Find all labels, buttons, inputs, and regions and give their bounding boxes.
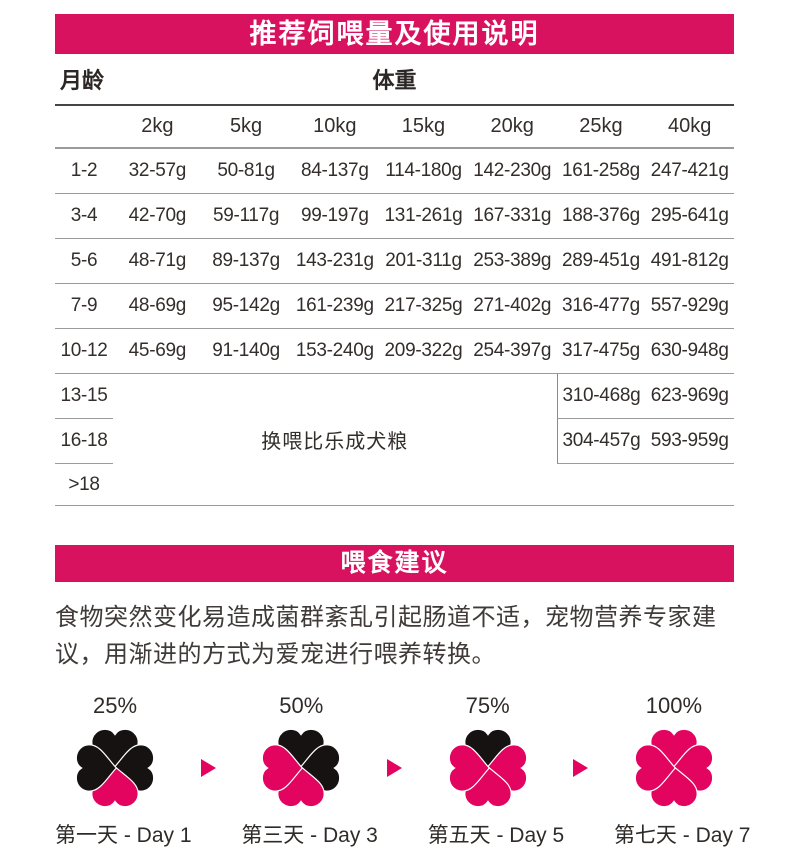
- value-cell: 209-322g: [379, 329, 468, 374]
- heart-leaf-left: [634, 744, 677, 792]
- value-cell: 253-389g: [467, 239, 557, 284]
- value-cell: 153-240g: [290, 329, 380, 374]
- age-cell: 3-4: [55, 194, 113, 239]
- advice-section-title-banner: 喂食建议: [55, 545, 734, 582]
- transition-step: 100% 第七天 - Day 7: [613, 693, 751, 849]
- age-cell: 1-2: [55, 149, 113, 194]
- heart-leaf-left: [262, 744, 304, 792]
- value-cell: 91-140g: [201, 329, 291, 374]
- kg-header-spacer: [55, 106, 113, 149]
- value-cell: 167-331g: [467, 194, 557, 239]
- switch-food-note-cell: 换喂比乐成犬粮: [261, 431, 409, 453]
- step-percent-label: 25%: [92, 693, 138, 718]
- heart-leaf-left: [75, 744, 118, 792]
- value-cell: 254-397g: [467, 329, 557, 374]
- step-day-label: 第一天 - Day 1: [55, 824, 192, 847]
- advice-paragraph: 食物突然变化易造成菌群紊乱引起肠道不适，宠物营养专家建议，用渐进的方式为爱宠进行…: [55, 604, 717, 668]
- clover-hearts-icon: [75, 728, 155, 808]
- step-percent-label: 75%: [465, 693, 510, 718]
- kg-header-cell: 40kg: [645, 106, 734, 149]
- value-cell: 188-376g: [556, 194, 646, 239]
- value-cell: 317-475g: [556, 329, 646, 374]
- value-cell: 84-137g: [290, 149, 380, 194]
- value-cell: 50-81g: [201, 149, 291, 194]
- value-cell: 217-325g: [379, 284, 468, 329]
- food-transition-steps: 25% 第一天 - Day 1 50% 第三天 - Day 3 75% 第五天 - Day…: [55, 693, 751, 849]
- value-cell: 48-71g: [113, 239, 202, 284]
- value-cell: 630-948g: [645, 329, 734, 374]
- value-cell: 142-230g: [467, 149, 557, 194]
- next-step-arrow-icon: [200, 759, 216, 777]
- age-cell: >18: [68, 473, 100, 495]
- value-cell: 114-180g: [379, 149, 468, 194]
- step-day-label: 第七天 - Day 7: [613, 824, 751, 847]
- value-cell: 316-477g: [556, 284, 646, 329]
- age-cell: 10-12: [55, 329, 113, 374]
- value-cell: 143-231g: [290, 239, 380, 284]
- value-cell: 289-451g: [556, 239, 646, 284]
- value-cell: 271-402g: [467, 284, 557, 329]
- value-cell: 593-959g: [645, 419, 734, 464]
- value-cell: 295-641g: [645, 194, 734, 239]
- step-day-label: 第三天 - Day 3: [241, 824, 378, 847]
- kg-header-cell: 15kg: [379, 106, 468, 149]
- kg-header-cell: 20kg: [467, 106, 557, 149]
- value-cell: 161-258g: [556, 149, 646, 194]
- age-column-header: 月龄: [60, 68, 105, 93]
- feeding-amount-table: 2kg 5kg 10kg 15kg 20kg 25kg 40kg 1-2 32-57g 50-81…: [55, 104, 734, 506]
- value-cell: 247-421g: [645, 149, 734, 194]
- weight-group-header: 体重: [372, 68, 417, 93]
- age-cell: 16-18: [55, 419, 113, 464]
- feeding-section-title: 推荐饲喂量及使用说明: [249, 19, 540, 49]
- value-cell: 32-57g: [113, 149, 202, 194]
- heart-leaf-left: [448, 744, 490, 792]
- value-cell: 304-457g: [556, 419, 646, 464]
- age-cell: 7-9: [55, 284, 113, 329]
- clover-hearts-icon: [262, 728, 341, 808]
- next-step-arrow-icon: [573, 759, 589, 777]
- value-cell: 557-929g: [645, 284, 734, 329]
- kg-header-cell: 25kg: [556, 106, 646, 149]
- step-day-label: 第五天 - Day 5: [427, 824, 565, 847]
- age-cell: 5-6: [55, 239, 113, 284]
- clover-hearts-icon: [448, 728, 527, 808]
- step-percent-label: 100%: [645, 693, 703, 718]
- value-cell: 491-812g: [645, 239, 734, 284]
- value-cell: 95-142g: [201, 284, 291, 329]
- value-cell: 48-69g: [113, 284, 202, 329]
- step-percent-label: 50%: [279, 693, 324, 718]
- advice-section-title: 喂食建议: [340, 549, 449, 577]
- value-cell: 89-137g: [201, 239, 291, 284]
- kg-header-cell: 2kg: [113, 106, 202, 149]
- value-cell: 42-70g: [113, 194, 202, 239]
- transition-step: 50% 第三天 - Day 3: [241, 693, 378, 849]
- kg-header-cell: 10kg: [290, 106, 380, 149]
- value-cell: 59-117g: [201, 194, 291, 239]
- table-caption-row: 月龄 体重: [55, 54, 734, 104]
- value-cell: 623-969g: [645, 374, 734, 419]
- kg-header-cell: 5kg: [201, 106, 291, 149]
- value-cell: 131-261g: [379, 194, 468, 239]
- feeding-section-title-banner: 推荐饲喂量及使用说明: [55, 14, 734, 54]
- age-cell: 13-15: [55, 374, 113, 419]
- value-cell: 161-239g: [290, 284, 380, 329]
- value-cell: 45-69g: [113, 329, 202, 374]
- value-cell: 99-197g: [290, 194, 380, 239]
- clover-hearts-icon: [634, 728, 714, 808]
- transition-step: 25% 第一天 - Day 1: [55, 693, 192, 849]
- value-cell: 310-468g: [556, 374, 646, 419]
- transition-step: 75% 第五天 - Day 5: [427, 693, 565, 849]
- value-cell: 201-311g: [379, 239, 468, 284]
- next-step-arrow-icon: [386, 759, 402, 777]
